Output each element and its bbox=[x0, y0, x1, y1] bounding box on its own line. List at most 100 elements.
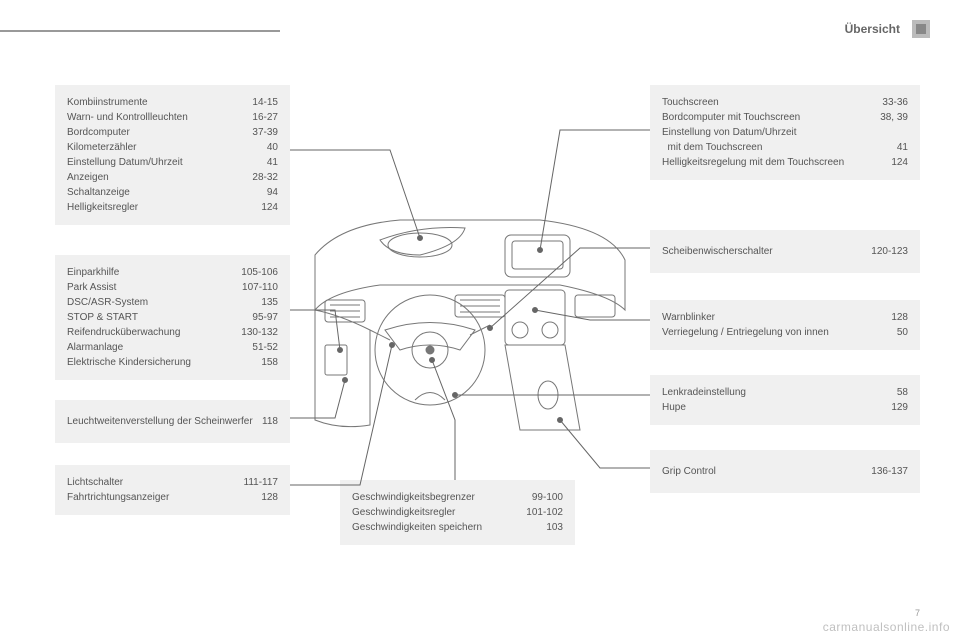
index-label: Anzeigen bbox=[67, 170, 117, 185]
watermark: carmanualsonline.info bbox=[823, 620, 950, 634]
index-row: Einparkhilfe 105-106 bbox=[67, 265, 278, 280]
index-label: Helligkeitsregelung mit dem Touchscreen bbox=[662, 155, 852, 170]
index-page: 50 bbox=[897, 325, 908, 340]
header-rule bbox=[0, 30, 280, 32]
box-wiper: Scheibenwischerschalter 120-123 bbox=[650, 230, 920, 273]
index-label: Elektrische Kindersicherung bbox=[67, 355, 199, 370]
index-page: 101-102 bbox=[526, 505, 563, 520]
index-row: Geschwindigkeitsbegrenzer99-100 bbox=[352, 490, 563, 505]
index-label: Scheibenwischerschalter bbox=[662, 244, 781, 259]
box-speed: Geschwindigkeitsbegrenzer99-100Geschwind… bbox=[340, 480, 575, 545]
index-label: Reifendrucküberwachung bbox=[67, 325, 188, 340]
box-instruments: Kombiinstrumente 14-15 Warn- und Kontrolll… bbox=[55, 85, 290, 225]
index-row: Kombiinstrumente 14-15 bbox=[67, 95, 278, 110]
page-title: Übersicht bbox=[845, 22, 900, 36]
index-label: Einparkhilfe bbox=[67, 265, 127, 280]
index-row: Touchscreen 33-36 bbox=[662, 95, 908, 110]
index-page: 118 bbox=[262, 414, 278, 429]
index-row: Scheibenwischerschalter 120-123 bbox=[662, 244, 908, 259]
index-label: Bordcomputer bbox=[67, 125, 138, 140]
index-page: 158 bbox=[261, 355, 278, 370]
index-page: 33-36 bbox=[882, 95, 908, 110]
index-row: Hupe129 bbox=[662, 400, 908, 415]
index-label: Verriegelung / Entriegelung von innen bbox=[662, 325, 837, 340]
index-page: 41 bbox=[267, 155, 278, 170]
index-row: Leuchtweitenverstellung der Scheinwerfer… bbox=[67, 414, 278, 429]
index-row: Helligkeitsregler 124 bbox=[67, 200, 278, 215]
index-row: Geschwindigkeitsregler101-102 bbox=[352, 505, 563, 520]
index-row: Reifendrucküberwachung 130-132 bbox=[67, 325, 278, 340]
index-label: Einstellung von Datum/Uhrzeit bbox=[662, 125, 805, 140]
index-label: Kilometerzähler bbox=[67, 140, 144, 155]
index-page: 105-106 bbox=[241, 265, 278, 280]
index-row: Bordcomputer mit Touchscreen 38, 39 bbox=[662, 110, 908, 125]
index-page: 99-100 bbox=[532, 490, 563, 505]
index-row: Geschwindigkeiten speichern103 bbox=[352, 520, 563, 535]
index-row: STOP & START 95-97 bbox=[67, 310, 278, 325]
index-label: Kombiinstrumente bbox=[67, 95, 156, 110]
index-page: 58 bbox=[897, 385, 908, 400]
index-page: 111-117 bbox=[244, 475, 278, 490]
index-row: Bordcomputer37-39 bbox=[67, 125, 278, 140]
index-label: Schaltanzeige bbox=[67, 185, 138, 200]
index-page: 41 bbox=[897, 140, 908, 155]
box-grip: Grip Control 136-137 bbox=[650, 450, 920, 493]
index-label: DSC/ASR-System bbox=[67, 295, 156, 310]
index-row: Helligkeitsregelung mit dem Touchscreen 1… bbox=[662, 155, 908, 170]
index-label: Touchscreen bbox=[662, 95, 727, 110]
index-row: Kilometerzähler40 bbox=[67, 140, 278, 155]
index-page: 128 bbox=[261, 490, 278, 505]
index-row: Fahrtrichtungsanzeiger 128 bbox=[67, 490, 278, 505]
index-label: Bordcomputer mit Touchscreen bbox=[662, 110, 808, 125]
index-label: STOP & START bbox=[67, 310, 146, 325]
index-page: 94 bbox=[267, 185, 278, 200]
index-row: Lichtschalter 111-117 bbox=[67, 475, 278, 490]
index-label: Warnblinker bbox=[662, 310, 723, 325]
index-label: Alarmanlage bbox=[67, 340, 131, 355]
index-page: 38, 39 bbox=[880, 110, 908, 125]
index-row: Elektrische Kindersicherung 158 bbox=[67, 355, 278, 370]
index-label: Einstellung Datum/Uhrzeit bbox=[67, 155, 191, 170]
index-page: 51-52 bbox=[252, 340, 278, 355]
page-number: 7 bbox=[915, 608, 920, 618]
box-touchscreen: Touchscreen33-36Bordcomputer mit Touchsc… bbox=[650, 85, 920, 180]
index-page: 124 bbox=[891, 155, 908, 170]
index-row: Park Assist 107-110 bbox=[67, 280, 278, 295]
index-page: 95-97 bbox=[252, 310, 278, 325]
index-page: 128 bbox=[891, 310, 908, 325]
index-label: Grip Control bbox=[662, 464, 724, 479]
index-row: Alarmanlage 51-52 bbox=[67, 340, 278, 355]
index-label: Lichtschalter bbox=[67, 475, 131, 490]
index-row: Verriegelung / Entriegelung von innen 50 bbox=[662, 325, 908, 340]
section-icon bbox=[912, 20, 930, 38]
index-row: Grip Control 136-137 bbox=[662, 464, 908, 479]
box-assist: Einparkhilfe105-106Park Assist107-110DSC… bbox=[55, 255, 290, 380]
index-label: Warn- und Kontrollleuchten bbox=[67, 110, 196, 125]
index-label: Helligkeitsregler bbox=[67, 200, 146, 215]
box-lights: Lichtschalter111-117Fahrtrichtungsanzeig… bbox=[55, 465, 290, 515]
index-row: Schaltanzeige 94 bbox=[67, 185, 278, 200]
box-hazard: Warnblinker128Verriegelung / Entriegelun… bbox=[650, 300, 920, 350]
index-page: 28-32 bbox=[252, 170, 278, 185]
index-label: Geschwindigkeiten speichern bbox=[352, 520, 490, 535]
index-label: Fahrtrichtungsanzeiger bbox=[67, 490, 177, 505]
index-row: Einstellung von Datum/Uhrzeit bbox=[662, 125, 908, 140]
box-steering: Lenkradeinstellung58Hupe129 bbox=[650, 375, 920, 425]
index-row: Anzeigen 28-32 bbox=[67, 170, 278, 185]
dashboard-illustration bbox=[310, 200, 630, 440]
index-page: 129 bbox=[891, 400, 908, 415]
index-page: 124 bbox=[261, 200, 278, 215]
index-page: 107-110 bbox=[242, 280, 278, 295]
index-label: Park Assist bbox=[67, 280, 124, 295]
index-page: 136-137 bbox=[871, 464, 908, 479]
index-label: mit dem Touchscreen bbox=[662, 140, 770, 155]
index-row: Einstellung Datum/Uhrzeit 41 bbox=[67, 155, 278, 170]
index-row: mit dem Touchscreen 41 bbox=[662, 140, 908, 155]
index-row: Lenkradeinstellung58 bbox=[662, 385, 908, 400]
index-page: 120-123 bbox=[871, 244, 908, 259]
index-page: 130-132 bbox=[241, 325, 278, 340]
index-row: DSC/ASR-System135 bbox=[67, 295, 278, 310]
index-page: 16-27 bbox=[252, 110, 278, 125]
index-page: 14-15 bbox=[252, 95, 278, 110]
index-label: Leuchtweitenverstellung der Scheinwerfer bbox=[67, 414, 261, 429]
